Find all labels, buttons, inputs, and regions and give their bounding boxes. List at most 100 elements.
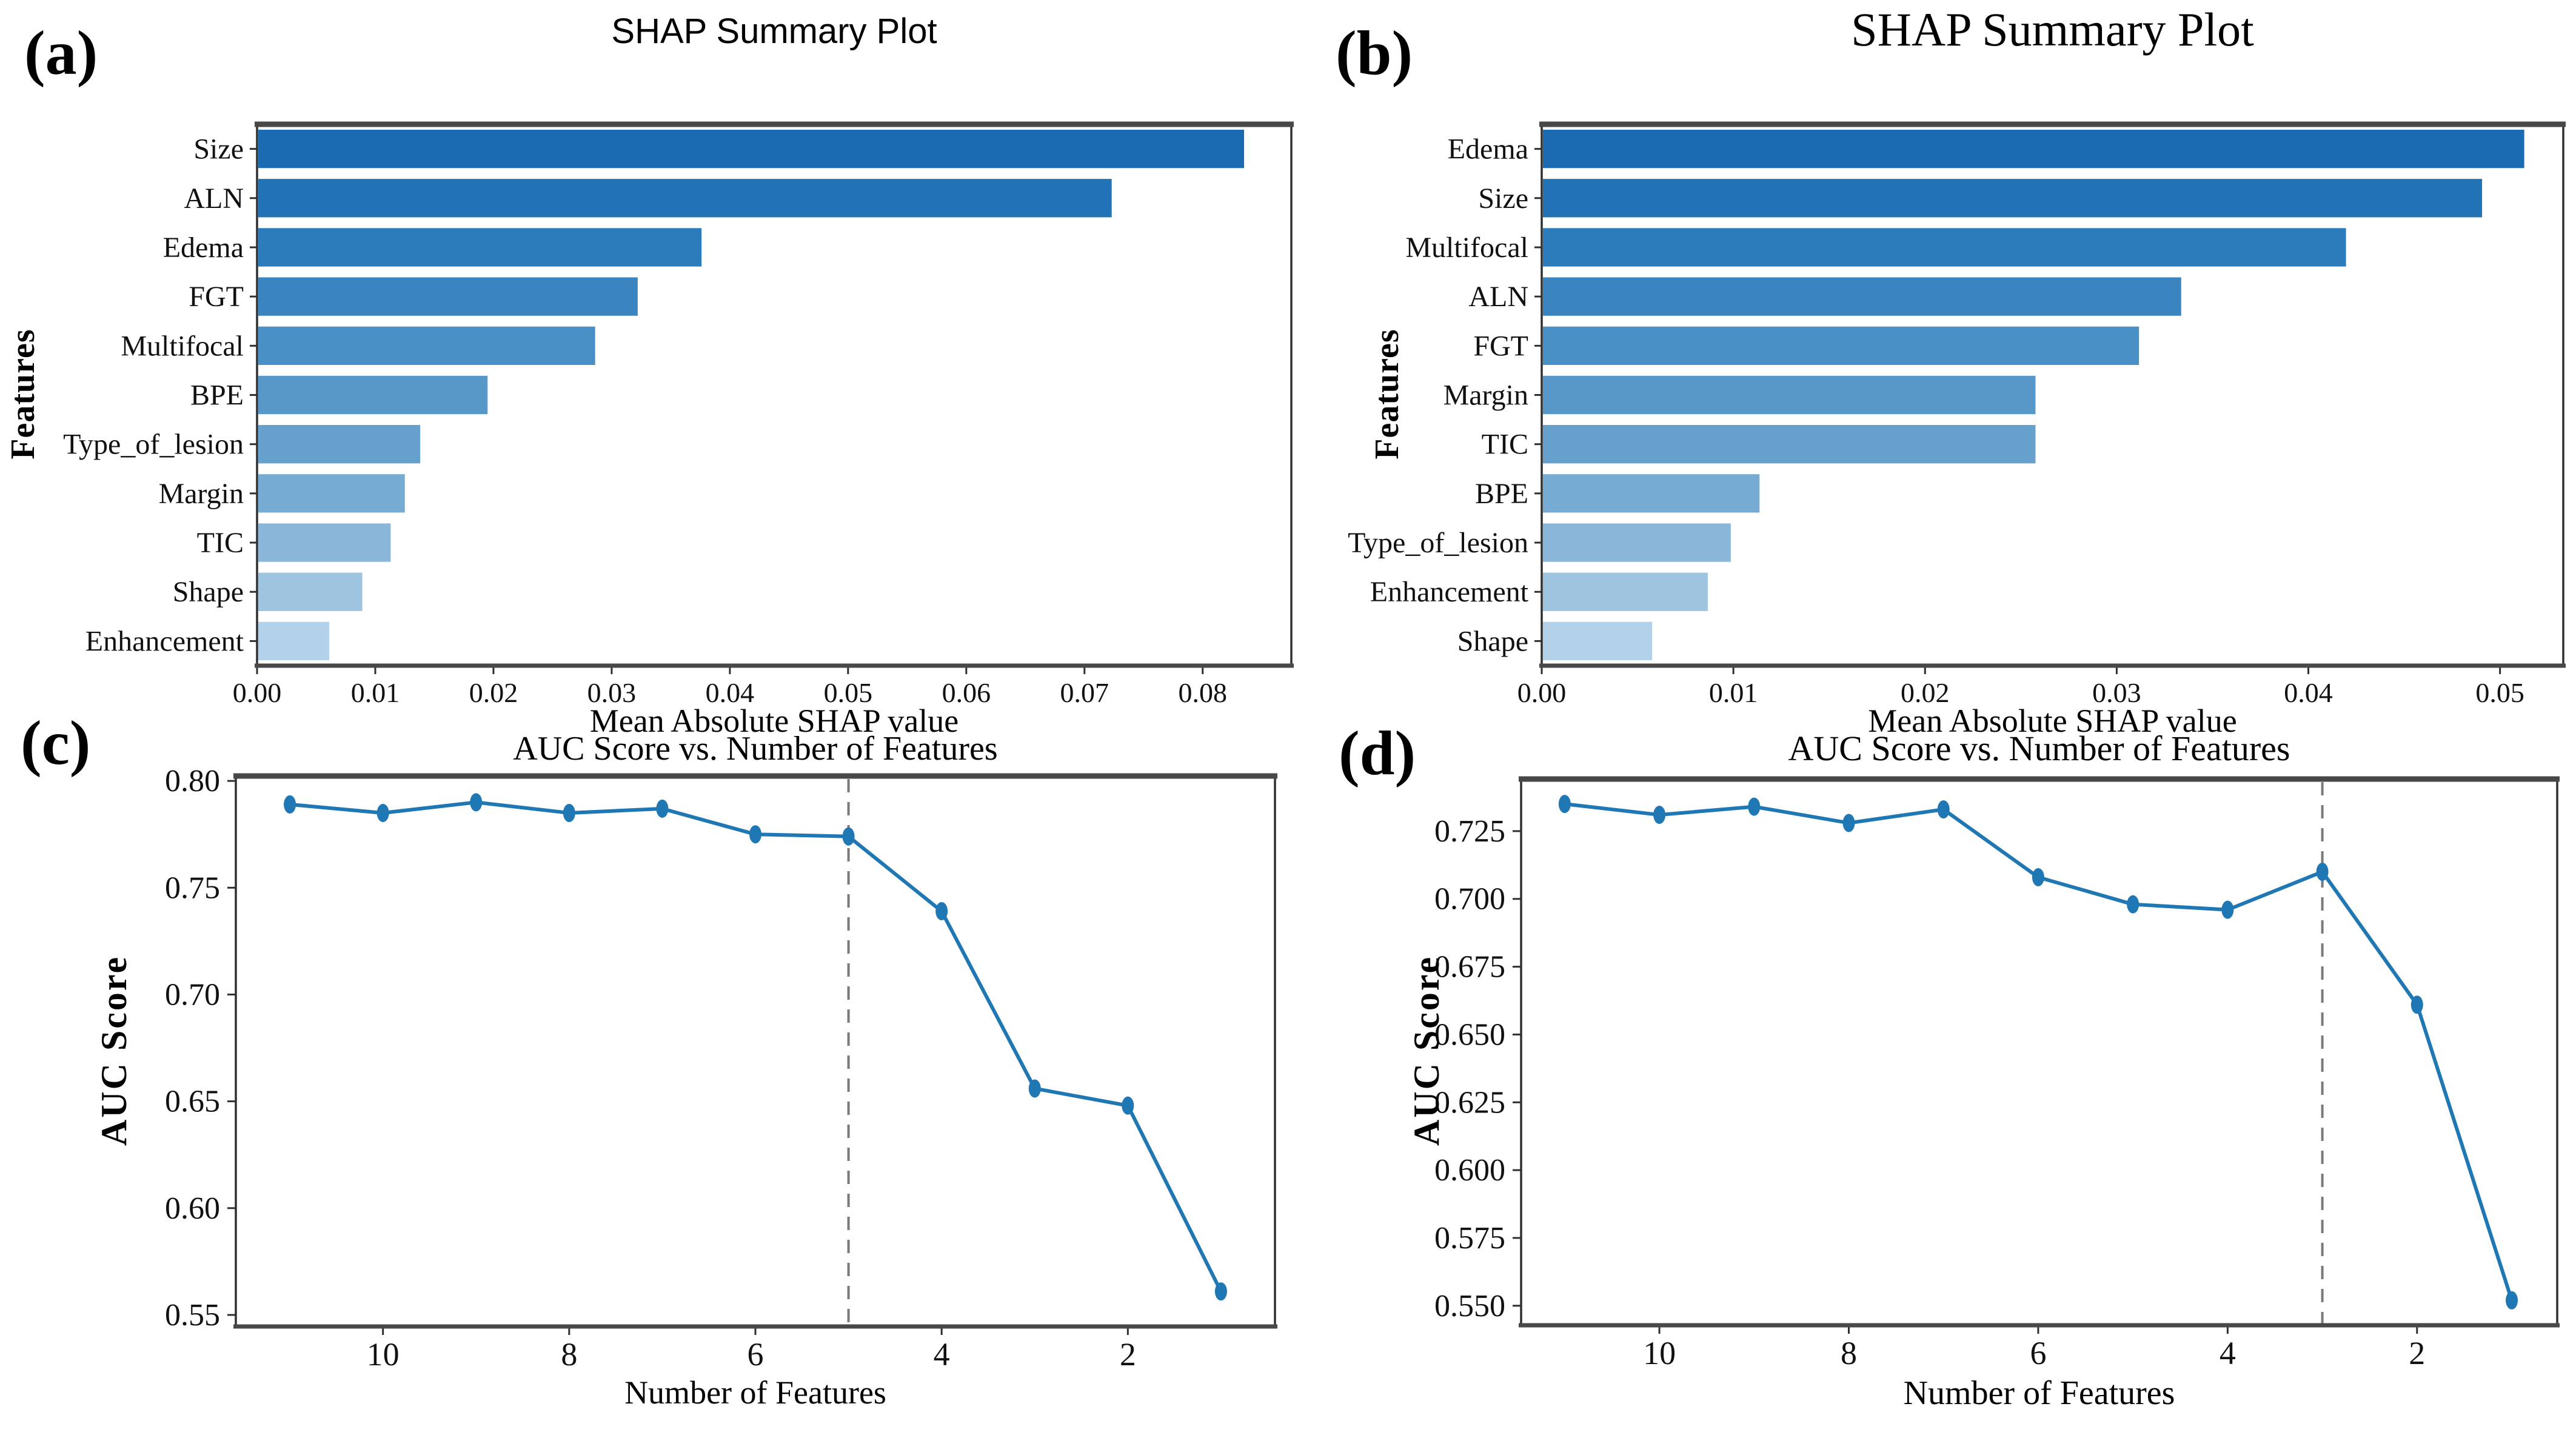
feature-label: Size <box>193 133 244 166</box>
feature-label: Shape <box>173 576 244 608</box>
x-tick-label: 0.01 <box>1709 677 1758 708</box>
feature-label: Margin <box>1444 380 1528 412</box>
data-point <box>656 799 669 818</box>
y-tick-label: 0.700 <box>1434 882 1505 917</box>
bar-FGT <box>1543 326 2139 365</box>
feature-label: ALN <box>184 182 244 215</box>
y-tick-label: 0.675 <box>1434 950 1505 985</box>
bar-Edema <box>258 228 702 267</box>
bar-Multifocal <box>258 326 595 365</box>
feature-label: Enhancement <box>85 625 244 657</box>
x-tick-label: 0.02 <box>1901 677 1950 708</box>
y-tick-label: 0.575 <box>1434 1221 1505 1256</box>
y-tick-label: 0.65 <box>165 1085 220 1119</box>
data-point <box>1842 814 1855 832</box>
panel-d-letter: (d) <box>1339 718 1416 788</box>
feature-label: Size <box>1478 182 1528 215</box>
y-tick-label: 0.55 <box>165 1298 220 1333</box>
feature-label: Type_of_lesion <box>1348 527 1528 559</box>
data-point <box>1028 1079 1041 1098</box>
data-point <box>2127 895 2139 914</box>
x-tick-label: 0.03 <box>587 677 637 708</box>
bar-Multifocal <box>1543 228 2346 267</box>
data-point <box>2221 900 2234 919</box>
x-tick-label: 0.05 <box>824 677 873 708</box>
data-point <box>2316 863 2329 881</box>
x-tick-label: 0.04 <box>2284 677 2333 708</box>
feature-label: Multifocal <box>1405 232 1528 264</box>
feature-label: Edema <box>1448 133 1528 166</box>
bar-BPE <box>1543 474 1760 513</box>
bar-BPE <box>258 375 488 415</box>
data-point <box>470 793 483 812</box>
bar-Shape <box>1543 621 1653 661</box>
x-tick-label: 0.07 <box>1060 677 1109 708</box>
feature-label: TIC <box>197 527 244 559</box>
y-tick-label: 0.70 <box>165 977 220 1012</box>
x-tick-label: 8 <box>561 1336 577 1373</box>
x-tick-label: 10 <box>1643 1335 1676 1371</box>
x-tick-label: 4 <box>934 1336 950 1373</box>
bar-ALN <box>258 179 1112 218</box>
data-point <box>749 825 761 844</box>
bar-ALN <box>1543 277 2181 316</box>
data-point <box>1653 806 1666 824</box>
x-tick-label: 0.08 <box>1179 677 1228 708</box>
x-tick-label: 0.01 <box>351 677 400 708</box>
bar-Size <box>1543 179 2483 218</box>
data-point <box>1122 1096 1134 1115</box>
x-tick-label: 0.06 <box>942 677 991 708</box>
panel-c-xaxis-label: Number of Features <box>624 1374 886 1411</box>
feature-label: Edema <box>163 232 244 264</box>
panel-b-letter: (b) <box>1336 18 1413 88</box>
feature-label: Enhancement <box>1370 576 1529 608</box>
x-tick-label: 0.00 <box>233 677 282 708</box>
panel-c-plot: 0.55 0.60 0.65 0.70 0.75 0.80 10 8 6 4 2 <box>165 764 1277 1373</box>
bar-Type_of_lesion <box>258 425 421 464</box>
x-tick-label: 6 <box>748 1336 764 1373</box>
y-tick-label: 0.625 <box>1434 1085 1505 1120</box>
x-tick-label: 10 <box>367 1336 400 1373</box>
data-point <box>1937 800 1950 819</box>
y-tick-label: 0.550 <box>1434 1289 1505 1323</box>
panel-a-letter: (a) <box>24 18 98 88</box>
x-tick-label: 6 <box>2030 1335 2046 1371</box>
x-tick-label: 0.03 <box>2092 677 2141 708</box>
axes-box <box>235 775 1276 1328</box>
data-point <box>563 803 575 822</box>
panel-d-xaxis-label: Number of Features <box>1903 1374 2175 1412</box>
data-point <box>376 803 389 822</box>
bar-FGT <box>258 277 638 316</box>
x-tick-label: 0.02 <box>469 677 518 708</box>
panel-a-plot: Size ALN Edema FGT Multifocal BPE Type_of_lesi… <box>63 121 1294 708</box>
data-point <box>935 902 948 921</box>
bar-Shape <box>258 572 363 611</box>
bar-Enhancement <box>1543 572 1708 611</box>
feature-label: FGT <box>1473 330 1528 362</box>
feature-label: ALN <box>1468 281 1528 313</box>
feature-label: Multifocal <box>121 330 244 362</box>
feature-label: Shape <box>1457 625 1528 657</box>
panel-c-title: AUC Score vs. Number of Features <box>513 730 998 768</box>
data-point <box>842 827 855 846</box>
panel-d-yaxis-label: AUC Score <box>1407 955 1447 1146</box>
y-tick-label: 0.650 <box>1434 1017 1505 1052</box>
panel-c-letter: (c) <box>21 708 91 778</box>
panel-d-title: AUC Score vs. Number of Features <box>1788 729 2290 768</box>
x-tick-label: 0.04 <box>706 677 755 708</box>
panel-b-plot: Edema Size Multifocal ALN FGT Margin TIC BPE Typ… <box>1348 121 2566 708</box>
y-tick-label: 0.60 <box>165 1191 220 1226</box>
data-point <box>284 795 296 814</box>
feature-label: BPE <box>1475 478 1528 510</box>
feature-label: BPE <box>190 380 244 412</box>
feature-label: Type_of_lesion <box>63 429 244 461</box>
panel-a-xaxis-label: Mean Absolute SHAP value <box>589 703 959 739</box>
x-tick-label: 4 <box>2220 1335 2236 1371</box>
x-tick-label: 0.05 <box>2475 677 2524 708</box>
bar-Type_of_lesion <box>1543 523 1731 562</box>
bar-Edema <box>1543 129 2524 169</box>
bar-Size <box>258 129 1245 169</box>
bar-TIC <box>1543 425 2036 464</box>
